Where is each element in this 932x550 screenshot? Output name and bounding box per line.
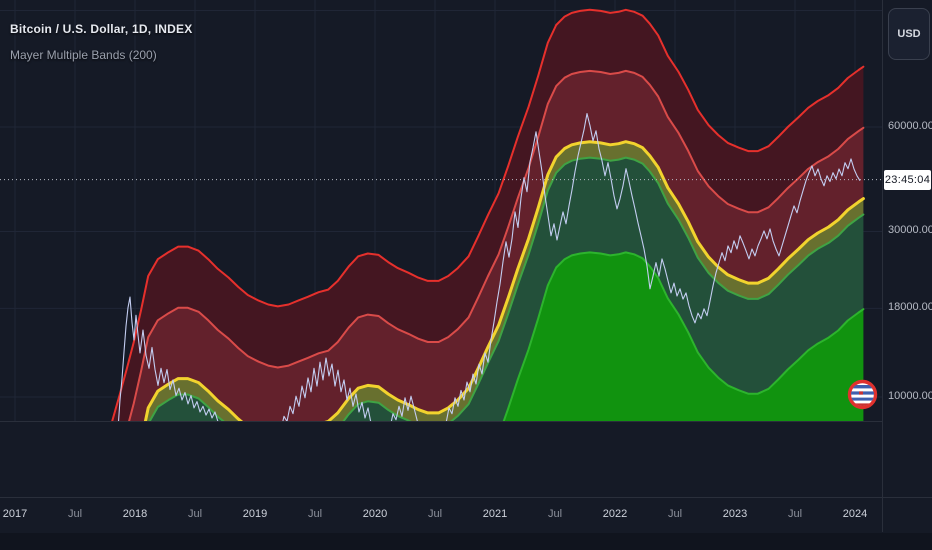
- time-axis-year-label: 2019: [242, 508, 268, 520]
- time-axis-year-label: 2017: [2, 508, 28, 520]
- band-fill-ma-zone: [145, 141, 864, 421]
- time-axis-month-label: Jul: [547, 508, 563, 520]
- bar-countdown-label: 23:45:04: [884, 169, 931, 190]
- price-axis-label: 30000.00: [888, 224, 932, 237]
- price-line: [390, 395, 418, 421]
- time-axis-year-label: 2018: [122, 508, 148, 520]
- price-line: [282, 357, 372, 421]
- time-axis-year-label: 2020: [362, 508, 388, 520]
- time-axis-month-label: Jul: [667, 508, 683, 520]
- time-axis-month-label: Jul: [187, 508, 203, 520]
- time-axis-year-label: 2024: [842, 508, 868, 520]
- time-axis-month-label: Jul: [427, 508, 443, 520]
- time-axis-month-label: Jul: [67, 508, 83, 520]
- price-line: [445, 113, 861, 421]
- band-fill-hold-zone: [129, 70, 864, 421]
- price-axis[interactable]: 60000.00 30000.00 18000.00 10000.00: [882, 0, 932, 532]
- index-flag-logo-icon: [847, 379, 878, 410]
- band-fill-accumulate-zone: [149, 157, 864, 421]
- price-axis-label: 18000.00: [888, 301, 932, 314]
- mayer-bands-plot: [0, 8, 882, 421]
- time-axis[interactable]: 2017 Jul 2018 Jul 2019 Jul 2020 Jul 2021 Jul 2022 J…: [0, 497, 932, 533]
- time-axis-month-label: Jul: [307, 508, 323, 520]
- currency-usd-button[interactable]: USD: [888, 8, 930, 60]
- time-axis-year-label: 2022: [602, 508, 628, 520]
- price-axis-label: 10000.00: [888, 390, 932, 402]
- price-line: [117, 296, 219, 421]
- band-line-lower-band-0.9x: [148, 156, 865, 421]
- band-line-upper-band-1.6x: [128, 69, 865, 421]
- band-line-ma-200: [143, 140, 865, 421]
- bottom-bar: [0, 533, 932, 550]
- time-axis-month-label: Jul: [787, 508, 803, 520]
- band-line-bottom-band-0.48x: [502, 251, 865, 421]
- time-axis-year-label: 2021: [482, 508, 508, 520]
- band-line-top-band-2.4x: [111, 8, 865, 421]
- band-fill-buy-zone-below: [503, 252, 864, 421]
- price-axis-label: 60000.00: [888, 119, 932, 132]
- time-axis-year-label: 2023: [722, 508, 748, 520]
- chart-canvas[interactable]: [0, 0, 932, 532]
